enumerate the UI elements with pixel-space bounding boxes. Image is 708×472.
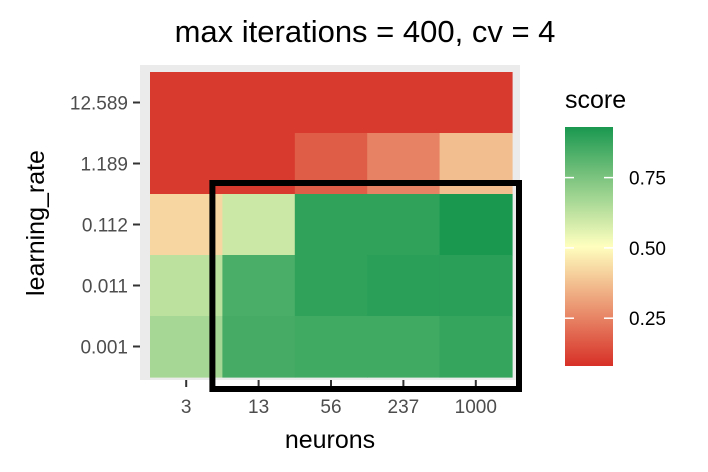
y-tick-label: 0.112 <box>82 216 128 237</box>
heatmap-cell <box>294 72 368 134</box>
y-tick-label: 0.001 <box>80 338 128 359</box>
x-tick-label: 3 <box>181 397 192 418</box>
heatmap-cell <box>222 194 296 256</box>
x-tick-label: 13 <box>248 397 269 418</box>
heatmap-cell <box>367 316 441 378</box>
y-tick-label: 0.011 <box>82 277 128 298</box>
heatmap-cell <box>439 194 513 256</box>
legend-colorbar <box>565 127 613 366</box>
highlight-box <box>209 180 522 392</box>
heatmap-cell <box>367 255 441 317</box>
heatmap-cell <box>294 194 368 256</box>
x-tick-label: 1000 <box>455 397 497 418</box>
heatmap-cell <box>222 316 296 378</box>
heatmap-cell <box>150 72 223 134</box>
heatmap-cell <box>439 316 513 378</box>
legend-ticks: 0.25 0.50 0.75 <box>565 169 666 330</box>
x-axis-title: neurons <box>285 426 375 454</box>
heatmap-cell <box>222 72 296 134</box>
y-axis-title: learning_rate <box>22 150 50 296</box>
x-axis: 3 13 56 237 1000 <box>181 380 497 418</box>
heatmap-cell <box>439 72 513 134</box>
legend-tick-label: 0.25 <box>629 309 666 330</box>
y-tick-label: 12.589 <box>70 94 128 115</box>
heatmap-cell <box>439 255 513 317</box>
y-tick-label: 1.189 <box>80 155 128 176</box>
heatmap-cell <box>294 316 368 378</box>
heatmap-cell <box>367 194 441 256</box>
chart-title: max iterations = 400, cv = 4 <box>175 14 556 49</box>
y-axis: 12.589 1.189 0.112 0.011 0.001 <box>70 94 140 359</box>
x-tick-label: 56 <box>320 397 341 418</box>
heatmap-cell <box>367 72 441 134</box>
heatmap-cell <box>222 255 296 317</box>
legend-tick-label: 0.75 <box>629 169 666 190</box>
heatmap-cells <box>150 72 513 378</box>
x-tick-label: 237 <box>388 397 420 418</box>
heatmap-cell <box>294 255 368 317</box>
legend-title: score <box>565 86 626 114</box>
legend-tick-label: 0.50 <box>629 239 666 260</box>
